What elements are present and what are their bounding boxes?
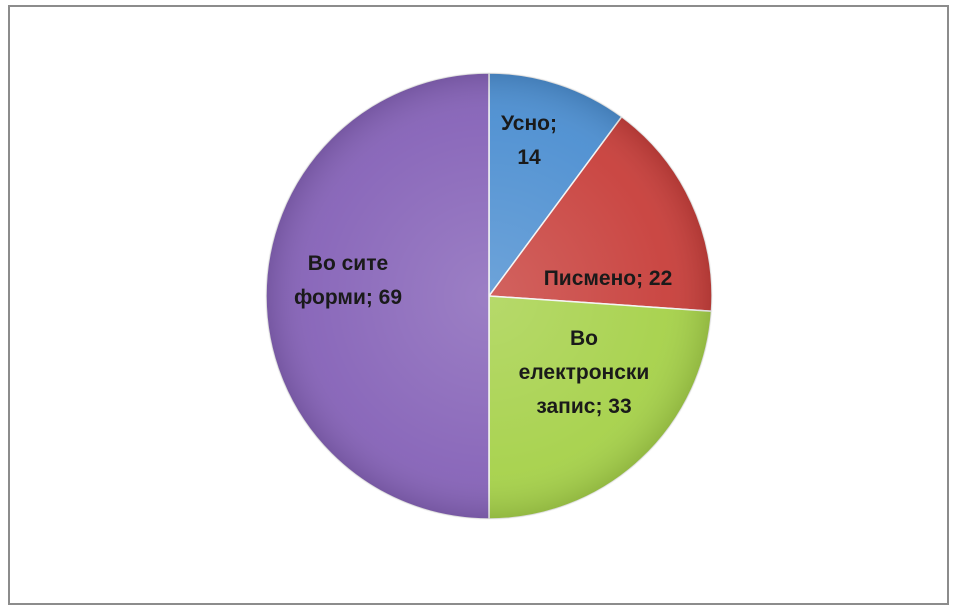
pie-chart: Усно; 14 Писмено; 22 Во електронски запис; 33… bbox=[265, 72, 713, 520]
slice-data-label-1: Усно; 14 bbox=[501, 112, 557, 169]
slice-data-label-4: Во сите форми; 69 bbox=[294, 252, 402, 309]
slice-data-label-2: Писмено; 22 bbox=[544, 267, 673, 290]
slice-data-label-3: Во електронски запис; 33 bbox=[519, 327, 650, 418]
